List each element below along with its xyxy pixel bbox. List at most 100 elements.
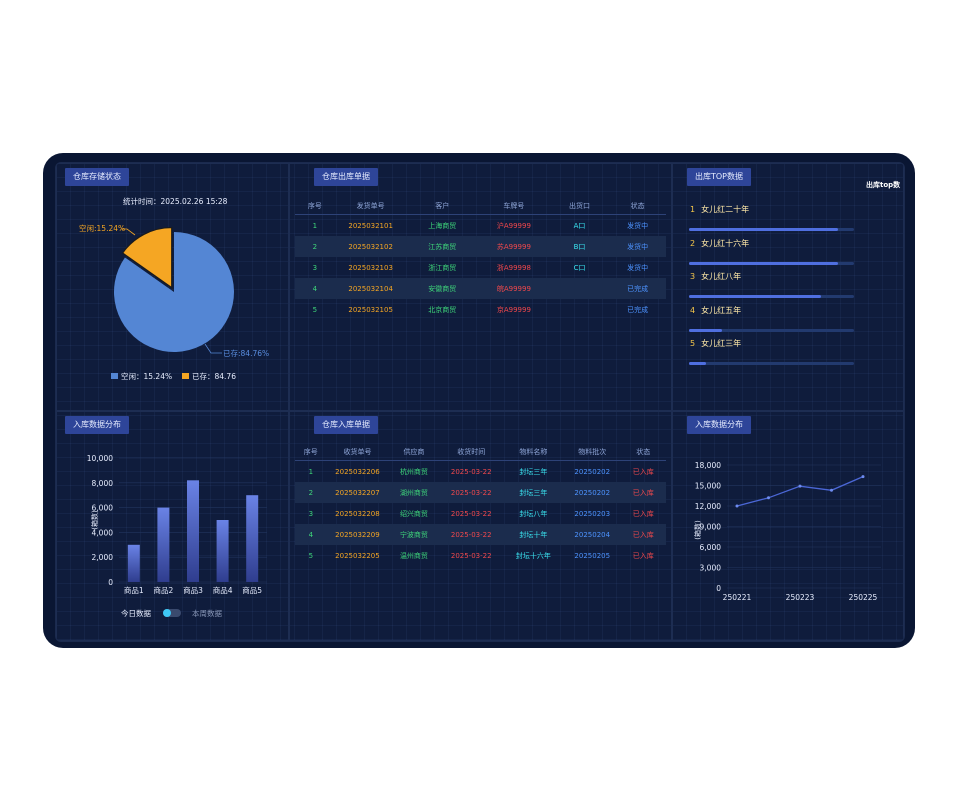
table-row[interactable]: 5 2025032105 北京商贸 京A99999 已完成 (295, 299, 666, 320)
cell-status: 已入库 (620, 482, 666, 503)
cell-material: 封坛八年 (519, 509, 548, 518)
cell-material: 封坛三年 (519, 467, 548, 476)
bar-ytick: 2,000 (92, 553, 114, 562)
bar[interactable] (246, 495, 259, 582)
bar[interactable] (187, 480, 199, 582)
bar-xtick: 商品5 (242, 585, 262, 595)
cell-status: 已完成 (627, 305, 649, 314)
cell-supplier: 杭州商贸 (399, 467, 428, 476)
inbound-table: 序号 收货单号 供应商 收货时间 物料名称 物料批次 状态 1 20250322… (295, 443, 666, 566)
line-point[interactable] (798, 484, 802, 488)
cell-batch: 20250203 (574, 509, 611, 518)
line-point[interactable] (735, 504, 739, 508)
cell-gate: C口 (573, 263, 586, 272)
storage-panel: 仓库存储状态 统计时间：2025.02.26 15:28 空闲:15.24% 已… (56, 163, 289, 411)
cell-index: 2 (295, 236, 335, 257)
top-item: 2 女儿红十六年 (690, 238, 749, 249)
col-receive-time: 收货时间 (439, 443, 503, 461)
toggle-knob (163, 609, 171, 617)
legend-free: 空闲：15.24% (111, 371, 172, 382)
bar[interactable] (127, 544, 140, 582)
line-xtick: 250221 (723, 593, 752, 602)
data-toggle-switch[interactable] (163, 609, 181, 617)
top-name: 女儿红十六年 (701, 238, 750, 248)
cell-order-no: 2025032104 (334, 278, 407, 299)
col-batch: 物料批次 (563, 443, 621, 461)
table-row[interactable]: 3 2025032103 浙江商贸 浙A99998 C口 发货中 (295, 257, 666, 278)
table-row[interactable]: 4 2025032104 安徽商贸 皖A99999 已完成 (295, 278, 666, 299)
cell-gate: A口 (573, 221, 586, 230)
cell-receipt-no: 2025032205 (335, 551, 380, 560)
cell-status: 发货中 (627, 263, 649, 272)
col-customer: 客户 (406, 197, 479, 215)
legend-used: 已存：84.76 (182, 371, 236, 382)
pie-slice-free[interactable] (121, 226, 173, 289)
table-row[interactable]: 2 2025032207 湖州商贸 2025-03-22 封坛三年 202502… (295, 482, 666, 503)
top-item: 1 女儿红二十年 (690, 204, 749, 215)
top-name: 女儿红五年 (701, 305, 742, 315)
table-row[interactable]: 1 2025032206 杭州商贸 2025-03-22 封坛三年 202502… (295, 461, 666, 483)
storage-time: 统计时间：2025.02.26 15:28 (123, 197, 228, 206)
legend-used-text: 已存：84.76 (192, 372, 236, 381)
inbound-title: 仓库入库单据 (314, 416, 378, 434)
col-material: 物料名称 (502, 443, 564, 461)
col-order-no: 发货单号 (334, 197, 407, 215)
bar[interactable] (157, 507, 170, 582)
storage-pie-chart: 空闲:15.24% 已存:84.76% (79, 223, 269, 358)
top-rank: 2 (690, 238, 696, 248)
line-point[interactable] (767, 496, 770, 500)
col-plate: 车牌号 (478, 197, 550, 215)
line-series[interactable] (736, 476, 864, 507)
cell-batch: 20250204 (563, 524, 621, 545)
col-index: 序号 (295, 443, 327, 461)
cell-material: 封坛十年 (502, 524, 564, 545)
cell-supplier: 湖州商贸 (388, 482, 440, 503)
line-xtick: 250223 (786, 593, 815, 602)
cell-index: 2 (295, 482, 327, 503)
cell-receive-time: 2025-03-22 (450, 551, 492, 560)
cell-order-no: 2025032105 (348, 305, 393, 314)
cell-index: 1 (312, 221, 318, 230)
cell-customer: 北京商贸 (428, 305, 457, 314)
top-progress-fill (689, 228, 838, 231)
cell-status: 已入库 (620, 524, 666, 545)
pie-free-label: 空闲:15.24% (79, 223, 125, 233)
table-row[interactable]: 3 2025032208 绍兴商贸 2025-03-22 封坛八年 202502… (295, 503, 666, 524)
line-ytick: 18,000 (695, 461, 721, 470)
table-row[interactable]: 1 2025032101 上海商贸 沪A99999 A口 发货中 (295, 215, 666, 237)
inbound-bar-chart: 0 2,000 4,000 6,000 8,000 10,000 (箱数) 商品1 商品2 商品3… (87, 454, 267, 595)
line-point[interactable] (861, 475, 865, 479)
cell-index: 4 (295, 524, 327, 545)
cell-index: 5 (312, 305, 318, 314)
cell-plate: 浙A99998 (496, 263, 531, 272)
table-row[interactable]: 5 2025032205 温州商贸 2025-03-22 封坛十六年 20250… (295, 545, 666, 566)
cell-receive-time: 2025-03-22 (439, 524, 503, 545)
top-item: 3 女儿红八年 (690, 271, 741, 282)
inbound-header-row: 序号 收货单号 供应商 收货时间 物料名称 物料批次 状态 (295, 443, 666, 461)
table-row[interactable]: 2 2025032102 江苏商贸 苏A99999 B口 发货中 (295, 236, 666, 257)
top-progress-fill (689, 295, 821, 298)
cell-receipt-no: 2025032207 (326, 482, 389, 503)
top-progress-track (689, 261, 854, 265)
top-rank: 5 (690, 339, 696, 348)
top-progress-track (689, 228, 854, 231)
cell-plate: 沪A99999 (496, 221, 531, 230)
bar-ylabel: (箱数) (90, 510, 99, 530)
table-row[interactable]: 4 2025032209 宁波商贸 2025-03-22 封坛十年 202502… (295, 524, 666, 545)
bar-ytick: 8,000 (92, 479, 114, 488)
line-ylabel: (箱数) (693, 520, 702, 540)
toggle-week-label: 本周数据 (192, 609, 222, 618)
col-index: 序号 (295, 197, 335, 215)
pie-slice-used[interactable] (113, 232, 234, 352)
top-progress-fill (689, 362, 706, 365)
cell-material: 封坛三年 (502, 482, 564, 503)
cell-customer: 上海商贸 (428, 221, 457, 230)
bar[interactable] (216, 520, 229, 582)
cell-receive-time: 2025-03-22 (450, 509, 492, 518)
cell-supplier: 温州商贸 (399, 551, 428, 560)
col-status: 状态 (620, 443, 666, 461)
inbound-line-chart: 0 3,000 6,000 9,000 12,000 15,000 18,000 (箱数) 25… (693, 461, 881, 602)
cell-index: 4 (295, 278, 335, 299)
line-point[interactable] (830, 488, 833, 492)
outbound-title: 仓库出库单据 (314, 168, 378, 186)
